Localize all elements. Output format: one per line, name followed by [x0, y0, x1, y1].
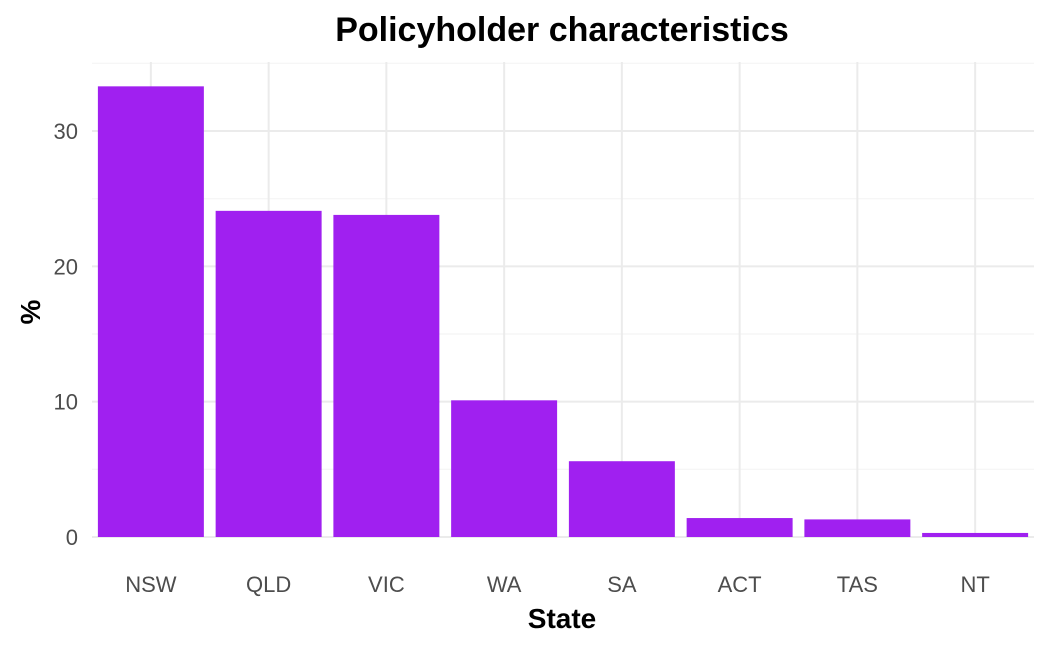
x-axis-title: State — [528, 603, 596, 634]
y-tick-label: 10 — [54, 390, 78, 415]
y-axis-title: % — [15, 299, 46, 324]
x-tick-label: ACT — [718, 572, 762, 597]
bar-wa — [451, 400, 558, 537]
x-tick-label: QLD — [246, 572, 291, 597]
y-axis-ticks: 0 10 20 30 — [54, 119, 78, 550]
x-tick-label: SA — [607, 572, 637, 597]
x-axis-ticks: NSW QLD VIC WA SA ACT TAS NT — [125, 572, 990, 597]
x-tick-label: TAS — [837, 572, 878, 597]
y-tick-label: 0 — [66, 525, 78, 550]
y-tick-label: 30 — [54, 119, 78, 144]
bar-tas — [804, 519, 911, 537]
bar-nsw — [97, 86, 204, 537]
bar-qld — [215, 210, 322, 537]
bar-act — [686, 518, 793, 537]
bar-nt — [922, 532, 1029, 537]
x-tick-label: NT — [960, 572, 989, 597]
x-tick-label: NSW — [125, 572, 177, 597]
x-tick-label: WA — [487, 572, 522, 597]
bars-layer — [97, 86, 1029, 537]
chart-title: Policyholder characteristics — [335, 11, 789, 49]
bar-vic — [333, 214, 440, 537]
y-tick-label: 20 — [54, 254, 78, 279]
x-tick-label: VIC — [368, 572, 405, 597]
bar-sa — [568, 461, 675, 537]
